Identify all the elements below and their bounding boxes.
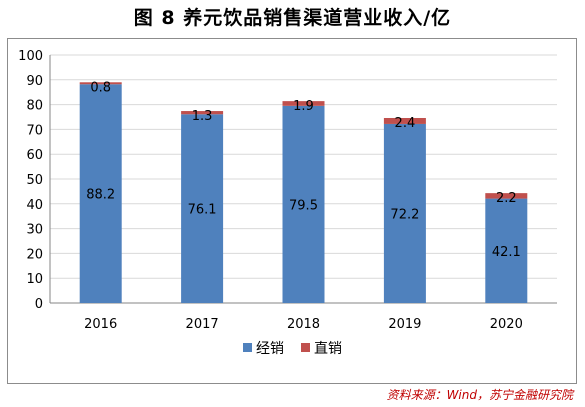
data-label-direct-2020: 2.2 [496, 191, 517, 206]
y-tick-label-20: 20 [26, 247, 43, 262]
source-note: 资料来源：Wind，苏宁金融研究院 [386, 388, 573, 402]
y-tick-label-100: 100 [18, 49, 43, 64]
y-tick-label-60: 60 [26, 148, 43, 163]
x-tick-label-2017: 2017 [186, 317, 219, 332]
data-label-distribution-2018: 79.5 [289, 198, 318, 213]
bar-distribution-2016 [79, 84, 122, 303]
chart-title: 图 8 养元饮品销售渠道营业收入/亿 [133, 7, 452, 29]
x-tick-label-2019: 2019 [388, 317, 421, 332]
legend-swatch-direct [301, 343, 310, 352]
data-label-direct-2017: 1.3 [192, 109, 213, 124]
bar-direct-2019 [383, 117, 426, 124]
bar-direct-2017 [181, 111, 224, 115]
y-tick-label-40: 40 [26, 198, 43, 213]
bar-direct-2016 [79, 82, 122, 85]
legend-label-direct: 直销 [314, 340, 342, 357]
data-label-direct-2018: 1.9 [293, 99, 314, 114]
chart-frame [7, 38, 577, 384]
data-label-direct-2019: 2.4 [395, 116, 416, 131]
y-tick-label-30: 30 [26, 223, 43, 238]
data-label-distribution-2019: 72.2 [390, 207, 419, 222]
bar-distribution-2020 [485, 198, 528, 303]
y-tick-label-50: 50 [26, 173, 43, 188]
y-tick-label-10: 10 [26, 272, 43, 287]
bar-distribution-2017 [181, 114, 224, 303]
y-tick-label-80: 80 [26, 99, 43, 114]
x-tick-label-2018: 2018 [287, 317, 320, 332]
bar-direct-2020 [485, 193, 528, 199]
x-tick-label-2020: 2020 [490, 317, 523, 332]
legend-swatch-distribution [243, 343, 252, 352]
bar-distribution-2018 [282, 105, 325, 303]
y-tick-label-90: 90 [26, 74, 43, 89]
y-tick-label-0: 0 [35, 297, 43, 312]
y-tick-label-70: 70 [26, 123, 43, 138]
legend-label-distribution: 经销 [256, 341, 284, 357]
data-label-distribution-2020: 42.1 [492, 245, 521, 260]
bar-distribution-2019 [383, 123, 426, 303]
data-label-distribution-2016: 88.2 [86, 188, 115, 203]
data-label-direct-2016: 0.8 [90, 80, 111, 95]
x-tick-label-2016: 2016 [84, 317, 117, 332]
data-label-distribution-2017: 76.1 [188, 203, 217, 218]
bar-direct-2018 [282, 101, 325, 106]
